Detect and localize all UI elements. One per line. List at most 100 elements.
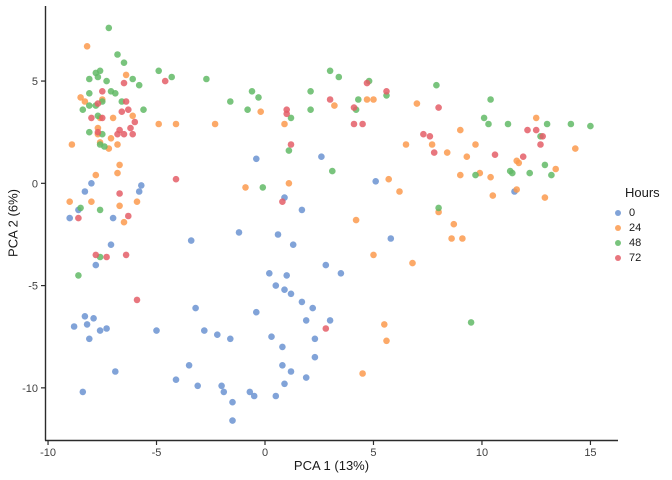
data-point xyxy=(548,171,555,179)
data-point xyxy=(246,388,254,396)
data-point xyxy=(289,241,297,248)
data-point xyxy=(541,194,549,201)
data-point xyxy=(420,130,427,138)
data-point xyxy=(266,270,273,277)
data-point xyxy=(274,231,282,238)
data-point xyxy=(302,317,310,324)
data-point xyxy=(285,147,293,154)
data-point xyxy=(211,120,219,128)
data-point xyxy=(229,398,236,406)
data-point xyxy=(92,171,100,179)
data-point xyxy=(83,321,91,328)
data-point xyxy=(94,73,102,81)
data-point xyxy=(281,120,288,128)
data-point xyxy=(287,114,295,122)
data-point xyxy=(318,153,325,160)
data-point xyxy=(287,290,295,298)
data-point xyxy=(203,75,210,83)
data-point xyxy=(153,327,160,334)
data-point xyxy=(567,120,575,128)
data-point xyxy=(109,114,117,122)
data-point xyxy=(359,120,366,128)
data-point xyxy=(363,79,371,87)
data-point xyxy=(281,286,288,294)
data-point xyxy=(86,102,93,109)
data-point xyxy=(172,175,180,183)
data-point xyxy=(112,90,119,97)
legend-item-0: 0 xyxy=(610,205,672,220)
y-tick-label: 0 xyxy=(32,178,38,190)
data-point xyxy=(257,108,265,115)
data-point xyxy=(86,335,93,343)
data-point xyxy=(88,114,95,122)
x-axis-title: PCA 1 (13%) xyxy=(293,458,370,473)
data-point xyxy=(435,104,442,111)
data-point xyxy=(140,106,147,113)
data-point xyxy=(77,204,84,212)
x-tick-label: -10 xyxy=(40,447,56,459)
data-point xyxy=(133,198,141,205)
data-point xyxy=(279,198,286,205)
data-point xyxy=(99,114,106,122)
data-point xyxy=(359,370,366,377)
data-point xyxy=(480,114,488,122)
data-point xyxy=(537,141,544,148)
data-point xyxy=(370,251,377,259)
data-point xyxy=(363,96,371,103)
data-point xyxy=(96,67,104,75)
data-point xyxy=(396,188,403,195)
legend-dot-icon xyxy=(615,254,621,261)
data-point xyxy=(272,392,280,400)
data-point xyxy=(114,130,121,138)
data-point xyxy=(279,362,286,369)
data-point xyxy=(355,96,362,103)
data-point xyxy=(283,110,291,118)
x-tick-label: -5 xyxy=(152,447,162,459)
legend-item-label: 72 xyxy=(629,251,642,264)
data-point xyxy=(133,296,141,304)
legend-item-24: 24 xyxy=(610,220,672,235)
data-point xyxy=(539,133,546,140)
data-point xyxy=(298,206,306,214)
legend-dot-icon xyxy=(615,209,621,216)
data-point xyxy=(120,79,128,87)
data-point xyxy=(450,220,458,228)
data-point xyxy=(194,382,201,390)
data-point xyxy=(129,130,136,138)
legend-title: Hours xyxy=(625,185,660,200)
data-point xyxy=(413,100,421,107)
y-tick-label: 5 xyxy=(32,76,38,88)
data-point xyxy=(120,218,128,226)
data-point xyxy=(168,73,175,81)
data-point xyxy=(86,75,93,83)
data-point xyxy=(532,114,540,122)
data-point xyxy=(103,77,110,85)
data-point xyxy=(372,178,380,185)
data-point xyxy=(428,141,436,148)
data-point xyxy=(235,229,243,236)
data-point xyxy=(435,204,442,212)
legend-item-label: 24 xyxy=(629,221,642,234)
legend: Hours 0 24 48 72 xyxy=(610,185,672,265)
data-point xyxy=(526,169,533,177)
data-point xyxy=(259,184,267,191)
data-point xyxy=(135,188,143,195)
data-point xyxy=(541,161,549,169)
data-point xyxy=(248,88,256,95)
data-point xyxy=(218,382,225,390)
data-point xyxy=(513,186,520,193)
data-point xyxy=(443,149,451,156)
data-point xyxy=(552,165,559,173)
data-point xyxy=(125,106,132,113)
data-point xyxy=(572,145,579,152)
data-point xyxy=(116,202,123,210)
data-point xyxy=(268,333,275,341)
data-point xyxy=(86,128,93,136)
data-point xyxy=(79,106,87,113)
data-point xyxy=(402,141,410,148)
data-point xyxy=(81,313,89,320)
data-point xyxy=(155,67,162,75)
data-point xyxy=(472,171,479,179)
data-point xyxy=(433,81,440,89)
data-point xyxy=(381,321,388,328)
